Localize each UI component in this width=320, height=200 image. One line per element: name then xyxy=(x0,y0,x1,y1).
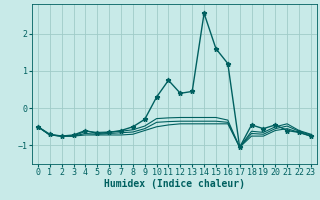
X-axis label: Humidex (Indice chaleur): Humidex (Indice chaleur) xyxy=(104,179,245,189)
